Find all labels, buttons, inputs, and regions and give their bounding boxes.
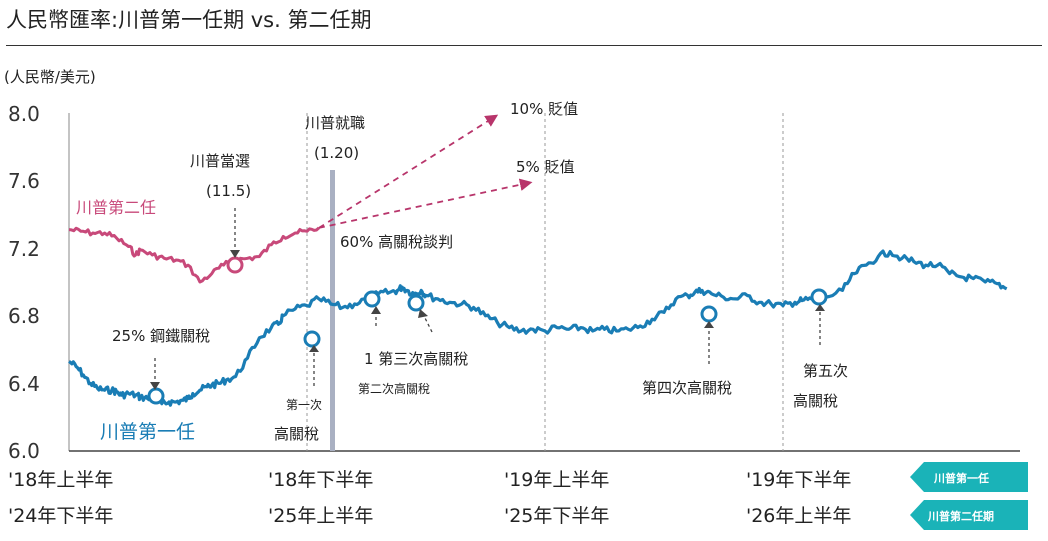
y-tick-label: 6.0: [8, 439, 40, 463]
legend-label-second-term: 川普第二任期: [927, 509, 994, 523]
x-labels: '18年上半年 '18年下半年 '19年上半年 '19年下半年 '24年下半年 …: [8, 469, 851, 527]
x-label-row1: '19年上半年: [504, 469, 609, 491]
x-label-row2: '25年下半年: [504, 505, 609, 527]
x-label-row2: '26年上半年: [746, 505, 851, 527]
annotation-inauguration: 川普就職: [305, 114, 365, 132]
annotation-pointers: [154, 208, 821, 386]
annotation-election-value: (11.5): [206, 182, 251, 200]
annotation-inauguration-value: (1.20): [314, 144, 359, 162]
annotation-first: 第一次: [286, 398, 322, 412]
annotation-fourth: 第四次高關稅: [642, 379, 732, 397]
page-title: 人民幣匯率:川普第一任期 vs. 第二任期: [6, 8, 372, 32]
marker-election: [226, 256, 244, 274]
marker-third-tariff: [407, 294, 425, 312]
legend-badge-first-term: [910, 462, 1028, 492]
y-axis-unit: (人民幣/美元): [4, 68, 96, 86]
annotation-election: 川普當選: [190, 152, 250, 170]
projection-label-10pct: 10% 貶值: [510, 100, 578, 118]
x-label-row1: '18年下半年: [268, 469, 373, 491]
annotation-steel: 25% 鋼鐵關稅: [112, 327, 210, 345]
legend-label-first-term: 川普第一任: [933, 471, 989, 485]
annotation-fifth-2: 高關稅: [793, 392, 838, 410]
annotation-arrowheads: [150, 250, 825, 390]
marker-fourth-tariff: [700, 305, 718, 323]
x-label-row2: '25年上半年: [268, 505, 373, 527]
inauguration-band: [330, 170, 335, 451]
marker-second-tariff: [363, 290, 381, 308]
marker-steel-tariff: [147, 387, 165, 405]
annotation-third: 1 第三次高關稅: [364, 350, 468, 368]
y-tick-labels: 8.0 7.6 7.2 6.8 6.4 6.0: [8, 102, 40, 463]
annotation-tariff60: 60% 高關稅談判: [340, 233, 453, 251]
legend-badge-second-term: [910, 500, 1028, 530]
projection-arrow-5pct: [318, 178, 533, 229]
annotation-first-2: 高關稅: [274, 425, 319, 443]
projection-label-5pct: 5% 貶值: [516, 158, 575, 176]
x-label-row1: '19年下半年: [746, 469, 851, 491]
annotation-second: 第二次高關稅: [358, 381, 430, 396]
projection-arrow-10pct: [318, 114, 499, 229]
x-label-row1: '18年上半年: [8, 469, 113, 491]
x-label-row2: '24年下半年: [8, 505, 113, 527]
series-line-second-term: [68, 226, 320, 284]
series-label-second-term: 川普第二任: [76, 198, 156, 217]
title-divider: [6, 45, 1042, 46]
marker-first-tariff: [303, 330, 321, 348]
y-tick-label: 6.4: [8, 372, 40, 396]
series-label-first-term: 川普第一任: [100, 421, 195, 443]
annotation-fifth: 第五次: [803, 362, 848, 380]
y-tick-label: 7.6: [8, 169, 40, 193]
y-tick-label: 8.0: [8, 102, 40, 126]
y-tick-label: 7.2: [8, 237, 40, 261]
y-tick-label: 6.8: [8, 304, 40, 328]
marker-fifth-tariff: [810, 288, 828, 306]
